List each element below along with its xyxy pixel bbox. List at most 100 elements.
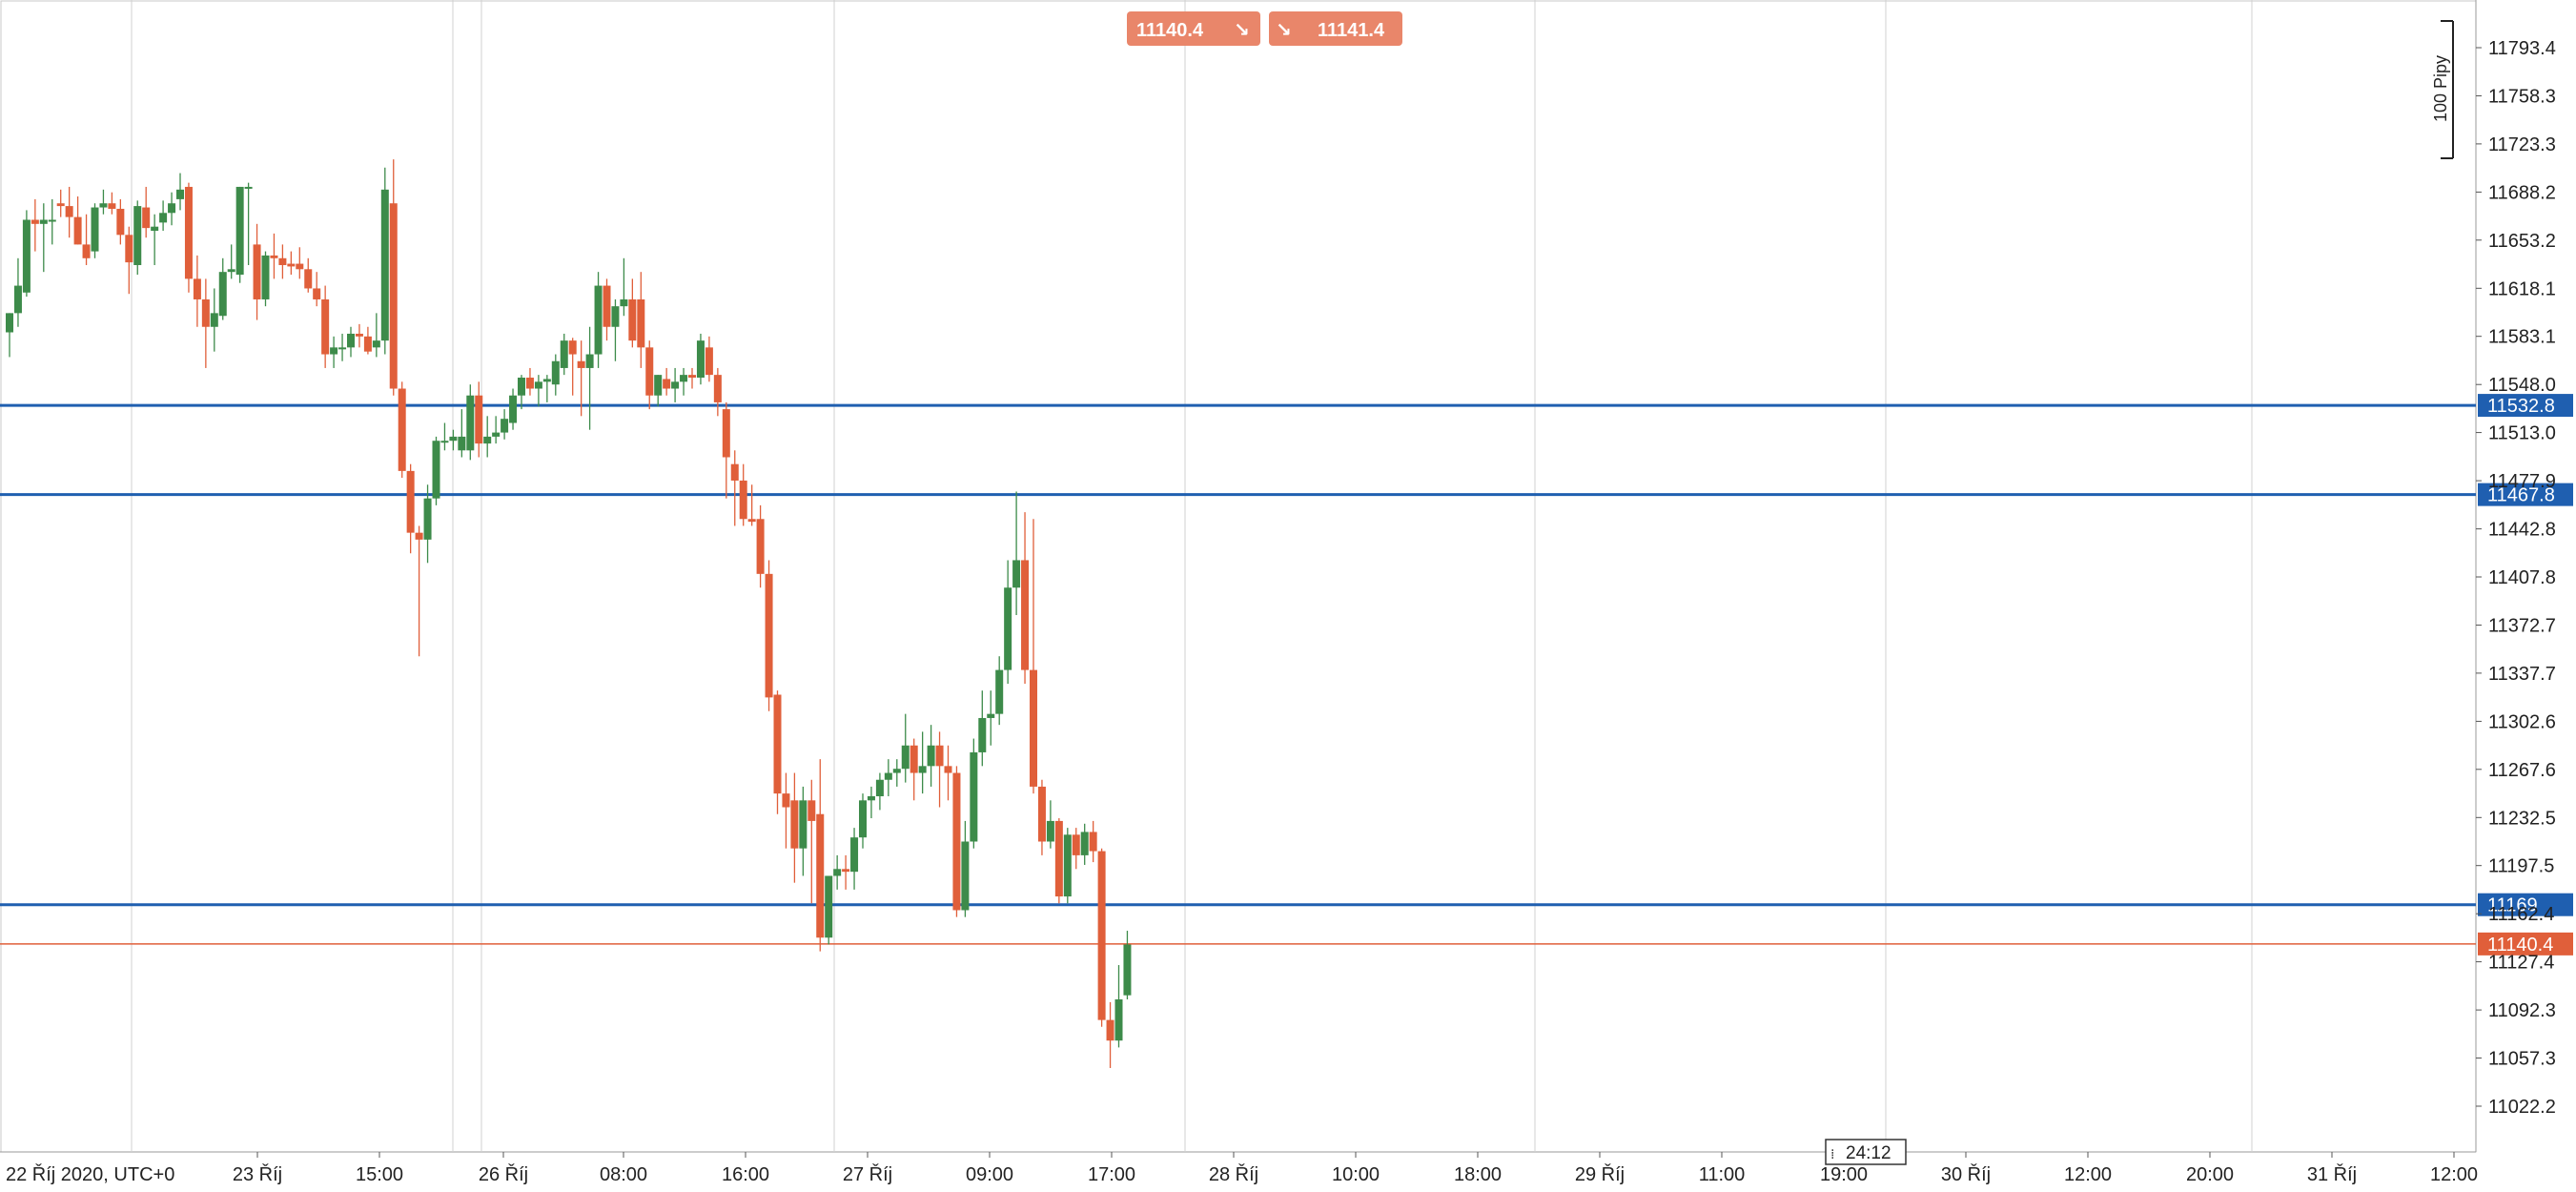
candle[interactable] <box>48 198 56 245</box>
candle[interactable] <box>1123 931 1132 1000</box>
candle[interactable] <box>244 182 253 265</box>
candle[interactable] <box>1030 519 1037 794</box>
candle[interactable] <box>363 326 372 355</box>
candle[interactable] <box>1054 818 1063 904</box>
candle[interactable] <box>859 793 867 849</box>
candle[interactable] <box>1046 800 1054 849</box>
candle[interactable] <box>184 182 193 293</box>
candle[interactable] <box>1037 779 1046 855</box>
candle[interactable] <box>825 875 833 945</box>
candle[interactable] <box>483 416 492 458</box>
candle[interactable] <box>867 786 875 819</box>
time-axis[interactable]: 22 Říj 2020, UTC+0 23 Říj 15:00 26 Říj 08:00… <box>6 1152 2478 1185</box>
candle[interactable] <box>449 429 458 451</box>
candle[interactable] <box>31 198 39 252</box>
candle[interactable] <box>560 333 568 376</box>
candle[interactable] <box>253 223 261 320</box>
candle[interactable] <box>235 186 244 283</box>
candle[interactable] <box>935 731 944 808</box>
candle[interactable] <box>1021 512 1030 684</box>
candle[interactable] <box>970 738 978 849</box>
candle[interactable] <box>568 338 577 396</box>
horizontal-levels[interactable]: 11532.8 11467.8 11169 11140.4 <box>0 394 2573 956</box>
candle[interactable] <box>73 196 82 245</box>
candle[interactable] <box>1114 965 1123 1048</box>
candle[interactable] <box>168 192 176 226</box>
candle[interactable] <box>82 214 91 265</box>
ask-button[interactable]: ↘ 11141.4 <box>1269 11 1402 46</box>
candle[interactable] <box>108 192 116 215</box>
candle[interactable] <box>304 257 313 293</box>
candle[interactable] <box>739 463 747 526</box>
candle[interactable] <box>816 759 825 952</box>
candle[interactable] <box>730 450 739 526</box>
candle[interactable] <box>151 214 159 265</box>
price-axis[interactable]: 11793.4 11758.3 11723.3 11688.2 11653.2 11618… <box>2476 38 2556 1118</box>
candle[interactable] <box>372 313 380 358</box>
candle[interactable] <box>799 786 808 876</box>
candle[interactable] <box>56 189 65 217</box>
candle[interactable] <box>22 210 31 298</box>
candle[interactable] <box>773 690 782 814</box>
candle[interactable] <box>91 203 99 258</box>
candle[interactable] <box>910 738 918 801</box>
candle[interactable] <box>116 198 125 245</box>
candle[interactable] <box>1080 823 1089 865</box>
candle[interactable] <box>782 772 790 849</box>
candle[interactable] <box>201 278 210 368</box>
candle[interactable] <box>952 766 961 917</box>
candle[interactable] <box>458 409 466 458</box>
candle[interactable] <box>398 381 406 479</box>
candle[interactable] <box>389 159 398 396</box>
candle[interactable] <box>1089 820 1097 863</box>
candle[interactable] <box>594 272 603 368</box>
candle[interactable] <box>1063 828 1072 904</box>
candle[interactable] <box>347 326 355 358</box>
candle[interactable] <box>13 257 22 327</box>
candle[interactable] <box>765 560 773 711</box>
candle[interactable] <box>551 354 560 396</box>
candle[interactable] <box>585 326 594 430</box>
candle[interactable] <box>713 367 722 417</box>
candle[interactable] <box>892 759 901 787</box>
candle[interactable] <box>756 504 765 588</box>
candle[interactable] <box>501 409 509 440</box>
candle[interactable] <box>696 333 705 385</box>
candle[interactable] <box>278 244 287 279</box>
candle[interactable] <box>176 173 184 211</box>
candle[interactable] <box>603 278 611 341</box>
candle[interactable] <box>620 257 628 317</box>
candle[interactable] <box>987 690 995 746</box>
candle[interactable] <box>1004 560 1012 684</box>
candle[interactable] <box>577 340 585 417</box>
candle[interactable] <box>671 367 680 402</box>
candle[interactable] <box>722 401 730 499</box>
candle[interactable] <box>99 189 108 215</box>
candle[interactable] <box>842 854 850 890</box>
candle[interactable] <box>125 226 133 295</box>
candle[interactable] <box>747 484 756 526</box>
candle[interactable] <box>611 298 620 361</box>
candle[interactable] <box>645 340 654 410</box>
candle[interactable] <box>961 820 970 917</box>
candle[interactable] <box>705 336 713 382</box>
candle[interactable] <box>628 278 637 348</box>
candle[interactable] <box>6 313 13 358</box>
candle[interactable] <box>270 233 278 279</box>
horizontal-level-line[interactable]: 11169 <box>0 893 2573 916</box>
candle[interactable] <box>1012 491 1021 616</box>
candle[interactable] <box>39 203 48 273</box>
candle[interactable] <box>355 323 363 348</box>
candle[interactable] <box>525 367 534 396</box>
candle[interactable] <box>193 255 201 327</box>
candle[interactable] <box>1097 848 1106 1027</box>
candle[interactable] <box>884 759 892 797</box>
candle[interactable] <box>133 200 142 276</box>
candle[interactable] <box>65 186 73 238</box>
candle[interactable] <box>790 772 799 883</box>
candle[interactable] <box>321 285 330 368</box>
candle[interactable] <box>159 200 168 232</box>
candle[interactable] <box>509 388 518 430</box>
candle[interactable] <box>210 288 218 352</box>
candle[interactable] <box>995 656 1004 726</box>
